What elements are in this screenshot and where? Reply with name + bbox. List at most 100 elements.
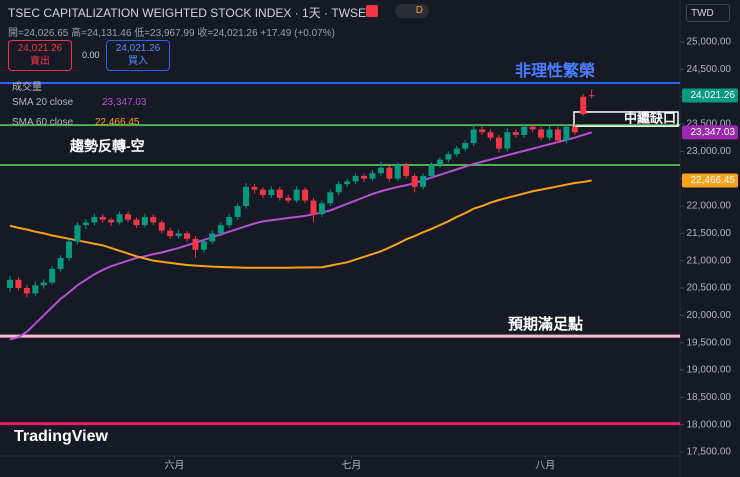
y-tick-label: 19,000.00 xyxy=(687,365,732,376)
buy-price: 24,021.26 xyxy=(115,43,161,54)
y-tick-label: 20,500.00 xyxy=(687,283,732,294)
buy-button[interactable]: 24,021.26 買入 xyxy=(106,40,170,71)
sma-line xyxy=(9,131,592,341)
price-label-bg xyxy=(682,173,738,188)
candle-body xyxy=(116,214,123,223)
candle-body xyxy=(133,219,140,226)
candle-body xyxy=(546,129,553,138)
candle-body xyxy=(386,167,393,179)
candle-body xyxy=(99,216,106,220)
candle-body xyxy=(479,129,486,133)
candle-body xyxy=(192,238,199,250)
y-tick-label: 23,500.00 xyxy=(687,119,732,130)
candle-body xyxy=(108,219,115,223)
candle-body xyxy=(23,288,30,294)
candle-body xyxy=(571,126,578,133)
candle-body xyxy=(504,132,511,149)
gap-label: 中繼缺口 xyxy=(624,111,676,126)
candle-body xyxy=(243,186,250,206)
candle-body xyxy=(150,216,157,223)
candle-body xyxy=(158,222,165,231)
candle-body xyxy=(403,165,410,176)
y-tick-label: 22,000.00 xyxy=(687,201,732,212)
candle-body xyxy=(310,200,317,215)
candle-body xyxy=(470,129,477,144)
legend-value: 23,347.03 xyxy=(102,97,147,108)
y-tick-label: 21,500.00 xyxy=(687,228,732,239)
candle-body xyxy=(411,175,418,187)
candle-body xyxy=(529,126,536,130)
price-label: 22,466.45 xyxy=(691,175,736,186)
candle-body xyxy=(175,233,182,237)
candle-body xyxy=(57,257,64,269)
price-label: 24,021.26 xyxy=(691,90,736,101)
candle-body xyxy=(335,184,342,193)
candle-body xyxy=(184,233,191,239)
x-tick-label: 八月 xyxy=(535,460,555,472)
candle-body xyxy=(554,129,561,141)
candle-body xyxy=(344,181,351,185)
candle-body xyxy=(588,95,595,97)
y-tick-label: 20,000.00 xyxy=(687,310,732,321)
candle-body xyxy=(521,126,528,135)
candle-body xyxy=(495,137,502,149)
candle-body xyxy=(563,126,570,141)
level-label: 預期滿足點 xyxy=(508,315,583,333)
candle-body xyxy=(445,154,452,160)
currency[interactable]: TWD xyxy=(686,4,730,22)
candle-body xyxy=(66,241,73,258)
y-tick-label: 23,000.00 xyxy=(687,146,732,157)
price-label-bg xyxy=(682,88,738,103)
legend-value: 22,466.45 xyxy=(95,117,140,128)
logo: TradingView xyxy=(14,428,108,445)
legend-name: SMA 60 close xyxy=(12,117,74,128)
candle-body xyxy=(7,279,13,288)
candle-body xyxy=(276,189,283,198)
x-tick-label: 六月 xyxy=(164,460,184,472)
candle-body xyxy=(487,132,494,138)
candle-body xyxy=(226,216,233,226)
buy-label: 買入 xyxy=(128,56,148,67)
x-tick-label: 七月 xyxy=(341,460,361,472)
sell-button[interactable]: 24,021.26 賣出 xyxy=(8,40,72,71)
volume-label: 成交量 xyxy=(12,82,42,93)
badge: D xyxy=(395,4,429,18)
candle-body xyxy=(394,165,401,179)
spread: 0.00 xyxy=(82,50,100,60)
candle-body xyxy=(40,282,47,286)
candle-body xyxy=(580,96,587,115)
ohlc: 開=24,026.65 高=24,131.46 低=23,967.99 收=24… xyxy=(8,28,335,39)
legend-name: SMA 20 close xyxy=(12,97,74,108)
candle-body xyxy=(234,206,241,217)
candle-body xyxy=(462,143,469,149)
candle-body xyxy=(420,175,427,187)
price-label-bg xyxy=(682,125,738,140)
candle-body xyxy=(352,175,359,182)
candle-body xyxy=(74,225,81,242)
y-tick-label: 18,000.00 xyxy=(687,419,732,430)
candle-body xyxy=(141,216,148,226)
flag-icon[interactable] xyxy=(366,5,378,17)
y-tick-label: 25,000.00 xyxy=(687,37,732,48)
candle-body xyxy=(436,159,443,165)
candle-body xyxy=(259,189,266,196)
candle-body xyxy=(217,225,224,234)
sell-price: 24,021.26 xyxy=(17,43,63,54)
candle-body xyxy=(293,189,300,201)
candle-body xyxy=(361,175,368,179)
sell-label: 賣出 xyxy=(30,56,50,67)
sma-line xyxy=(9,179,592,269)
y-tick-label: 18,500.00 xyxy=(687,392,732,403)
candle-body xyxy=(512,132,519,135)
y-tick-label: 17,500.00 xyxy=(687,447,732,458)
level-label: 非理性繁榮 xyxy=(515,61,595,80)
candle-body xyxy=(453,148,460,155)
candle-body xyxy=(318,203,325,215)
candle-body xyxy=(268,189,275,196)
candle-body xyxy=(377,167,384,174)
candle-body xyxy=(167,230,174,237)
candle-body xyxy=(82,222,89,226)
y-tick-label: 19,500.00 xyxy=(687,337,732,348)
